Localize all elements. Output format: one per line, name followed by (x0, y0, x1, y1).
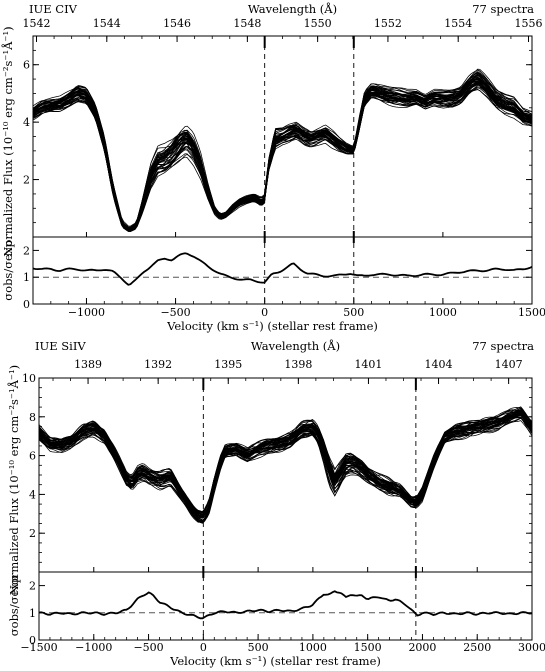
ratio-tick-label: 0 (23, 298, 30, 311)
flux-spectrum-line (39, 406, 532, 513)
velocity-tick-label: 0 (261, 306, 268, 319)
spectra-count: 77 spectra (472, 339, 534, 353)
velocity-tick-label: 2500 (463, 641, 491, 654)
wavelength-tick-label: 1554 (444, 17, 472, 30)
wavelength-tick-label: 1401 (354, 358, 382, 371)
flux-spectrum-line (39, 411, 532, 521)
velocity-tick-label: 1500 (354, 641, 382, 654)
velocity-tick-label: −1000 (75, 641, 112, 654)
velocity-tick-label: 500 (343, 306, 364, 319)
flux-tick-label: 6 (23, 59, 30, 72)
velocity-tick-label: 0 (200, 641, 207, 654)
velocity-tick-label: −500 (160, 306, 190, 319)
ratio-tick-label: 1 (23, 271, 30, 284)
flux-spectrum-line (39, 409, 532, 514)
wavelength-tick-label: 1404 (425, 358, 453, 371)
flux-tick-label: 4 (23, 116, 30, 129)
panel-title: IUE SiIV (35, 339, 86, 353)
velocity-tick-label: −1000 (68, 306, 105, 319)
ratio-axis-label: σobs/σexp (7, 576, 21, 636)
ratio-tick-label: 0 (29, 634, 36, 647)
flux-spectra (39, 406, 532, 524)
flux-axes-frame (38, 377, 533, 573)
ratio-tick-label: 2 (29, 580, 36, 593)
velocity-axis-label: Velocity (km s⁻¹) (stellar rest frame) (166, 319, 378, 333)
flux-spectrum-line (39, 414, 532, 518)
flux-spectrum-line (39, 409, 532, 516)
wavelength-tick-label: 1392 (144, 358, 172, 371)
flux-tick-label: 2 (23, 174, 30, 187)
wavelength-tick-label: 1389 (74, 358, 102, 371)
velocity-tick-label: 2000 (408, 641, 436, 654)
ratio-axes-frame (38, 571, 533, 641)
flux-tick-label: 6 (29, 450, 36, 463)
panel-bottom: IUE SiIV Wavelength (Å) 77 spectra 1389 1392… (7, 339, 545, 668)
panel-title: IUE CIV (29, 2, 78, 16)
flux-axis-label: Normalized Flux (10⁻¹⁰ erg cm⁻²s⁻¹Å⁻¹) (1, 26, 15, 256)
wavelength-tick-label: 1395 (214, 358, 242, 371)
velocity-tick-label: 1000 (299, 641, 327, 654)
velocity-axis-label: Velocity (km s⁻¹) (stellar rest frame) (169, 654, 381, 668)
wavelength-tick-label: 1398 (284, 358, 312, 371)
wavelength-tick-label: 1556 (514, 17, 542, 30)
flux-axis-label: Normalized Flux (10⁻¹⁰ erg cm⁻²s⁻¹Å⁻¹) (7, 365, 21, 595)
ratio-curve (33, 252, 532, 286)
wavelength-tick-label: 1552 (374, 17, 402, 30)
ratio-tick-label: 1 (29, 607, 36, 620)
wavelength-tick-label: 1407 (495, 358, 523, 371)
ratio-curve (39, 590, 532, 620)
spectra-count: 77 spectra (472, 2, 534, 16)
flux-tick-label: 4 (29, 488, 36, 501)
flux-spectrum-line (39, 417, 532, 521)
top-axis-label: Wavelength (Å) (248, 2, 337, 16)
ratio-axis-label: σobs/σexp (1, 240, 15, 300)
velocity-tick-label: −1500 (20, 641, 57, 654)
flux-spectrum-line (33, 89, 532, 232)
wavelength-tick-label: 1542 (23, 17, 51, 30)
wavelength-tick-label: 1548 (233, 17, 261, 30)
velocity-tick-label: 1500 (518, 306, 545, 319)
velocity-tick-label: 3000 (518, 641, 545, 654)
ratio-curve-group (39, 590, 532, 620)
wavelength-tick-label: 1544 (93, 17, 121, 30)
ratio-curve-group (33, 252, 532, 286)
flux-spectra (33, 68, 532, 232)
velocity-tick-label: 1000 (429, 306, 457, 319)
flux-spectrum-line (33, 69, 532, 228)
wavelength-tick-label: 1550 (304, 17, 332, 30)
flux-tick-label: 10 (22, 372, 36, 385)
top-axis-label: Wavelength (Å) (251, 339, 340, 353)
ratio-tick-label: 2 (23, 244, 30, 257)
velocity-tick-label: 500 (248, 641, 269, 654)
velocity-tick-label: −500 (133, 641, 163, 654)
flux-tick-label: 2 (29, 527, 36, 540)
flux-tick-label: 8 (29, 411, 36, 424)
wavelength-tick-label: 1546 (163, 17, 191, 30)
panel-top: IUE CIV Wavelength (Å) 77 spectra 1542 1544 1… (1, 2, 545, 333)
